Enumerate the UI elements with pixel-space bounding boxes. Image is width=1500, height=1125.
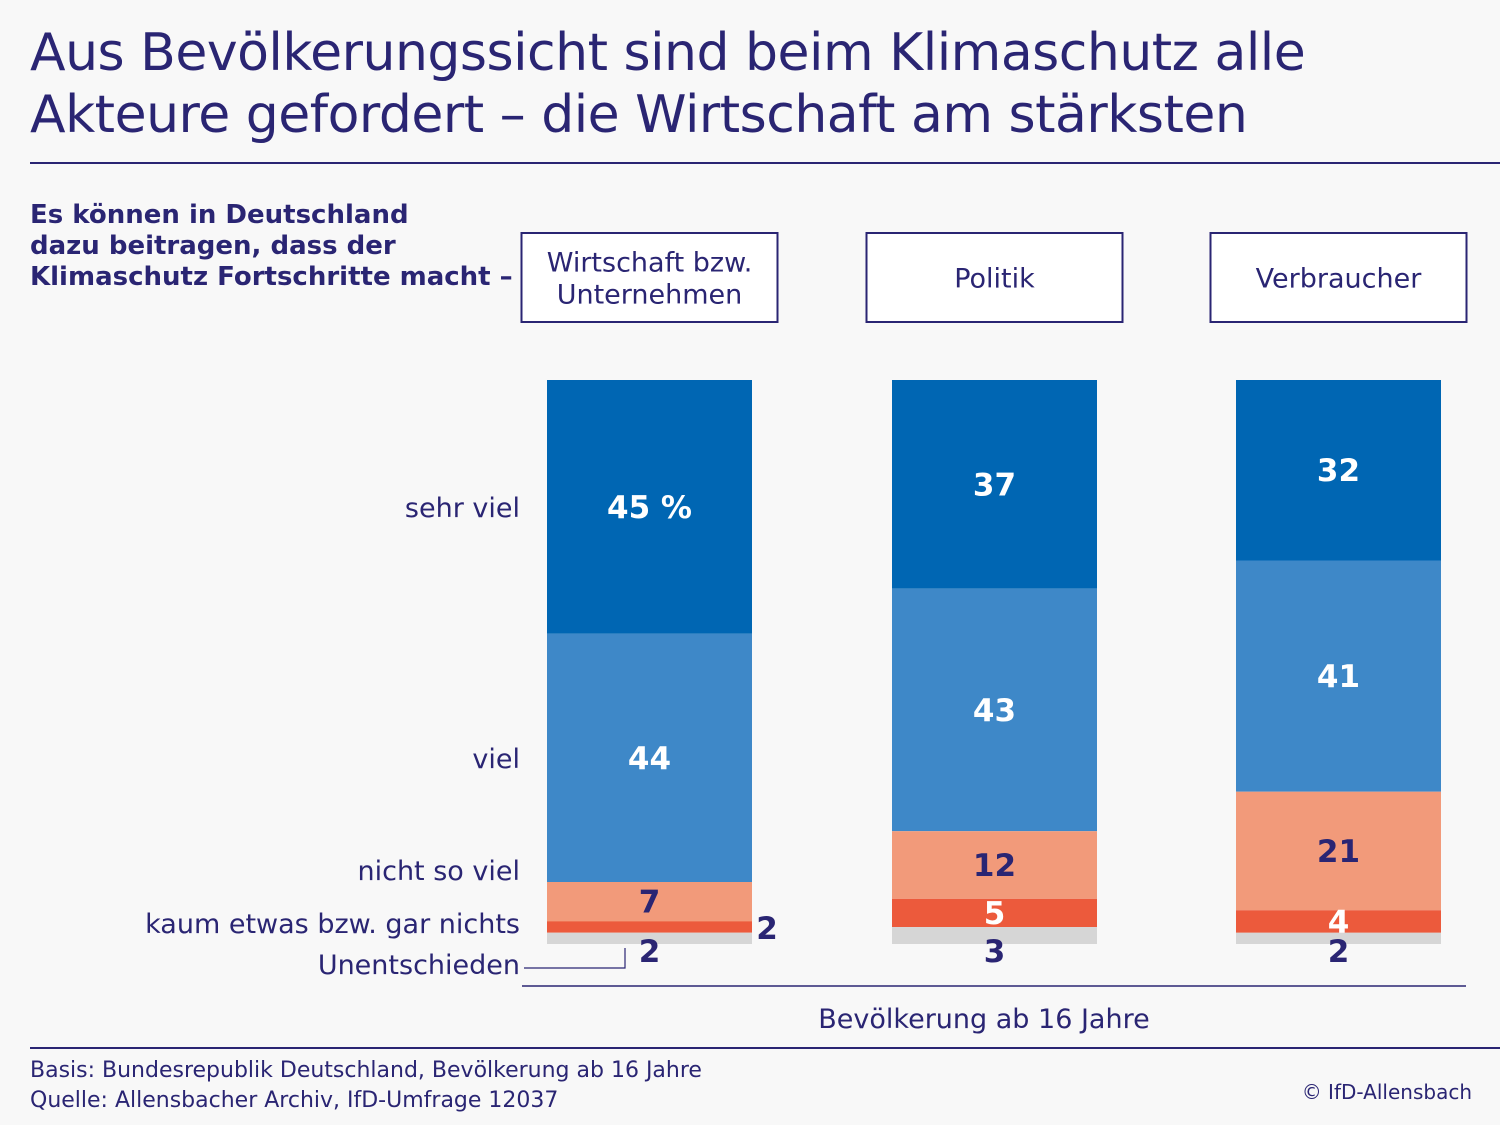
bar-segment-sehr-viel-2 [892,380,1097,589]
value-label-viel-3: 41 [1317,659,1360,695]
copyright-notice: © IfD-Allensbach [1301,1080,1472,1104]
category-label-1-line1: Wirtschaft bzw. [547,248,753,279]
value-label-unentschieden-2: 3 [984,934,1006,970]
bar-segment-nicht-so-viel-3 [1236,791,1441,911]
bar-segment-unentschieden-2 [892,927,1097,944]
series-label-sehr-viel: sehr viel [405,493,520,524]
value-label-kaum-etwas-bzw-gar-nichts-1: 2 [756,911,778,947]
value-label-unentschieden-1: 2 [639,934,661,970]
footer-notes: Basis: Bundesrepublik Deutschland, Bevöl… [30,1056,702,1116]
value-label-kaum-etwas-bzw-gar-nichts-3: 4 [1328,904,1350,940]
category-box-1 [520,232,779,323]
bar-segment-kaum-etwas-bzw-gar-nichts-1 [547,921,752,933]
category-box-3 [1209,232,1468,323]
bar-segment-sehr-viel-1 [547,380,752,634]
category-box-2 [865,232,1124,323]
category-label-2-line1: Politik [954,264,1035,295]
value-label-viel-2: 43 [973,693,1016,729]
footer-basis: Basis: Bundesrepublik Deutschland, Bevöl… [30,1058,702,1083]
value-label-sehr-viel-2: 37 [973,467,1016,503]
title-divider [30,162,1500,164]
survey-question-line3: Klimaschutz Fortschritte macht – [30,262,513,292]
value-label-viel-1: 44 [628,741,671,777]
bar-segment-kaum-etwas-bzw-gar-nichts-2 [892,898,1097,928]
value-label-nicht-so-viel-1: 7 [639,885,661,921]
bar-segment-sehr-viel-3 [1236,380,1441,561]
bar-segment-unentschieden-3 [1236,932,1441,944]
bar-segment-unentschieden-1 [547,932,752,944]
bar-segment-viel-2 [892,588,1097,832]
x-axis-label: Bevölkerung ab 16 Jahre [818,1004,1149,1035]
series-label-viel: viel [472,744,520,775]
category-label-1-line2: Unternehmen [557,280,743,311]
series-label-nicht-so-viel: nicht so viel [357,856,520,887]
value-label-nicht-so-viel-2: 12 [973,848,1016,884]
bar-segment-viel-1 [547,633,752,882]
value-label-unentschieden-3: 2 [1328,934,1350,970]
chart-title-line2: Akteure gefordert – die Wirtschaft am st… [30,85,1248,145]
value-label-kaum-etwas-bzw-gar-nichts-2: 5 [984,896,1006,932]
footer-divider [30,1047,1500,1049]
bar-segment-kaum-etwas-bzw-gar-nichts-3 [1236,910,1441,933]
category-label-3-line1: Verbraucher [1256,264,1423,295]
series-label-unentschieden: Unentschieden [318,950,520,981]
value-label-sehr-viel-1: 45 % [607,490,692,526]
bar-segment-nicht-so-viel-2 [892,831,1097,899]
chart-title-line1: Aus Bevölkerungssicht sind beim Klimasch… [30,23,1306,83]
unentschieden-leader-line [524,948,626,969]
value-label-nicht-so-viel-3: 21 [1317,834,1360,870]
chart-title: Aus Bevölkerungssicht sind beim Klimasch… [30,22,1480,146]
footer-source: Quelle: Allensbacher Archiv, IfD-Umfrage… [30,1088,559,1113]
survey-question-line2: dazu beitragen, dass der [30,231,396,261]
survey-question-line1: Es können in Deutschland [30,200,409,230]
value-label-sehr-viel-3: 32 [1317,453,1360,489]
bar-segment-nicht-so-viel-1 [547,882,752,922]
survey-question: Es können in Deutschland dazu beitragen,… [30,200,513,293]
bar-segment-viel-3 [1236,560,1441,792]
series-label-kaum-etwas-bzw-gar-nichts: kaum etwas bzw. gar nichts [145,909,520,940]
